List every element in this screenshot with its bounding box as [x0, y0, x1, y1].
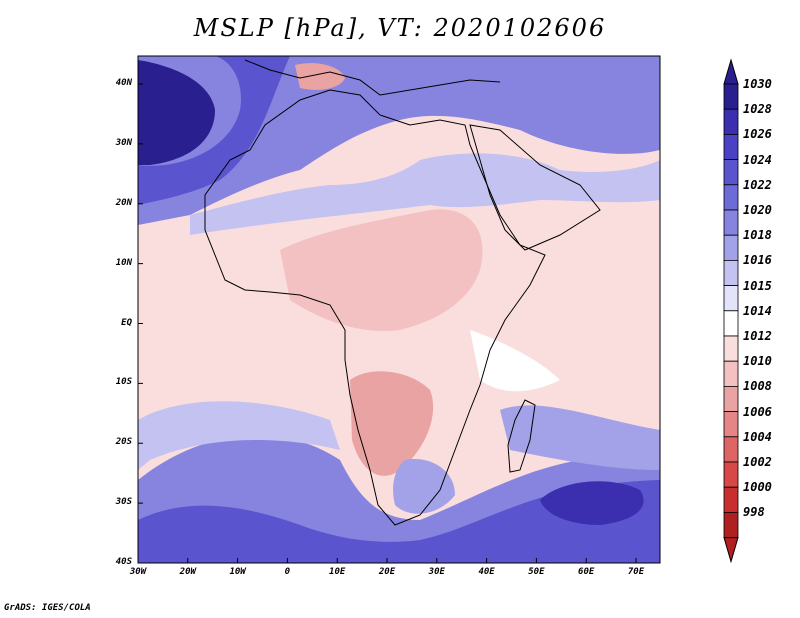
colorbar-top-arrow	[723, 58, 739, 85]
map-title: MSLP [hPa], VT: 2020102606	[193, 14, 607, 42]
colorbar-label: 1016	[743, 253, 772, 268]
colorbar-segment	[723, 385, 739, 412]
lat-label: EQ	[121, 317, 132, 328]
colorbar-label: 998	[743, 505, 765, 520]
lat-label: 30S	[115, 497, 132, 508]
colorbar-segment	[723, 461, 739, 488]
colorbar-segment	[723, 209, 739, 236]
pressure-field-south-low	[350, 371, 434, 476]
colorbar-segment	[723, 512, 739, 539]
lat-label: 40S	[115, 557, 132, 567]
colorbar-segment	[723, 411, 739, 438]
lat-label: 20S	[115, 437, 132, 448]
lon-label: 30W	[129, 567, 147, 577]
lon-label: 60E	[578, 567, 595, 577]
pressure-field-central-low	[280, 209, 483, 331]
colorbar-segment	[723, 234, 739, 261]
colorbar-label: 1002	[743, 455, 772, 469]
lon-label: 20E	[378, 567, 396, 577]
colorbar-segment	[723, 159, 739, 186]
pressure-field-south-high-core	[138, 480, 660, 563]
colorbar-segment	[723, 486, 739, 513]
pressure-field-azores-high	[138, 60, 215, 165]
lat-label: 10N	[115, 257, 132, 268]
colorbar-segment	[723, 184, 739, 211]
colorbar-segment	[723, 83, 739, 110]
africa-coastline	[204, 89, 546, 526]
colorbar-label: 1026	[743, 127, 772, 142]
colorbar-label: 1010	[743, 354, 772, 369]
colorbar-label: 1022	[743, 177, 772, 192]
lon-label: 10W	[229, 567, 246, 577]
colorbar-segment	[723, 360, 739, 387]
lon-label: 40E	[478, 567, 495, 577]
colorbar	[723, 58, 739, 564]
lon-label: 70E	[627, 567, 645, 577]
madagascar-coastline	[507, 399, 536, 473]
pressure-field-southafrica-blue	[393, 459, 455, 514]
lon-label: 30E	[428, 567, 445, 577]
lat-label: 20N	[115, 197, 132, 208]
axis-ticks	[137, 83, 637, 564]
lon-label: 20W	[179, 567, 196, 577]
pressure-field-indian-high	[540, 481, 644, 525]
pressure-field-south-pale	[138, 401, 340, 470]
arabia-coastline	[469, 124, 601, 251]
colorbar-label: 1020	[743, 203, 772, 217]
colorbar-label: 1000	[743, 480, 772, 495]
colorbar-label: 1024	[743, 152, 772, 167]
colorbar-label: 1006	[743, 404, 772, 419]
pressure-field-indian-pale	[500, 405, 660, 470]
colorbar-bottom-arrow	[723, 537, 739, 564]
pressure-field-mediterranean-low	[295, 63, 345, 90]
europe-coastline	[244, 59, 501, 96]
colorbar-label: 1014	[743, 303, 772, 318]
colorbar-label: 1018	[743, 228, 772, 243]
colorbar-label: 1008	[743, 379, 772, 394]
colorbar-segment	[723, 259, 739, 286]
pressure-field-sahara-pale	[190, 153, 660, 235]
pressure-field-azores-ring	[138, 56, 290, 205]
lon-label: 0	[284, 567, 291, 577]
colorbar-segment	[723, 335, 739, 362]
lat-label: 40N	[115, 78, 132, 88]
colorbar-label: 1015	[743, 278, 772, 293]
colorbar-segment	[723, 285, 739, 312]
colorbar-segment	[723, 133, 739, 160]
colorbar-label: 1004	[743, 429, 772, 444]
colorbar-label: 1012	[743, 329, 772, 343]
lon-label: 50E	[528, 567, 545, 577]
colorbar-segment	[723, 436, 739, 463]
colorbar-segment	[723, 108, 739, 135]
lat-label: 30N	[115, 137, 132, 148]
colorbar-label: 1028	[743, 102, 772, 117]
plot-frame	[137, 55, 661, 564]
colorbar-label: 1030	[743, 77, 772, 91]
colorbar-segment	[723, 310, 739, 337]
footer-credit: GrADS: IGES/COLA	[4, 603, 91, 613]
lat-label: 10S	[115, 377, 132, 388]
lon-label: 10E	[329, 567, 346, 577]
